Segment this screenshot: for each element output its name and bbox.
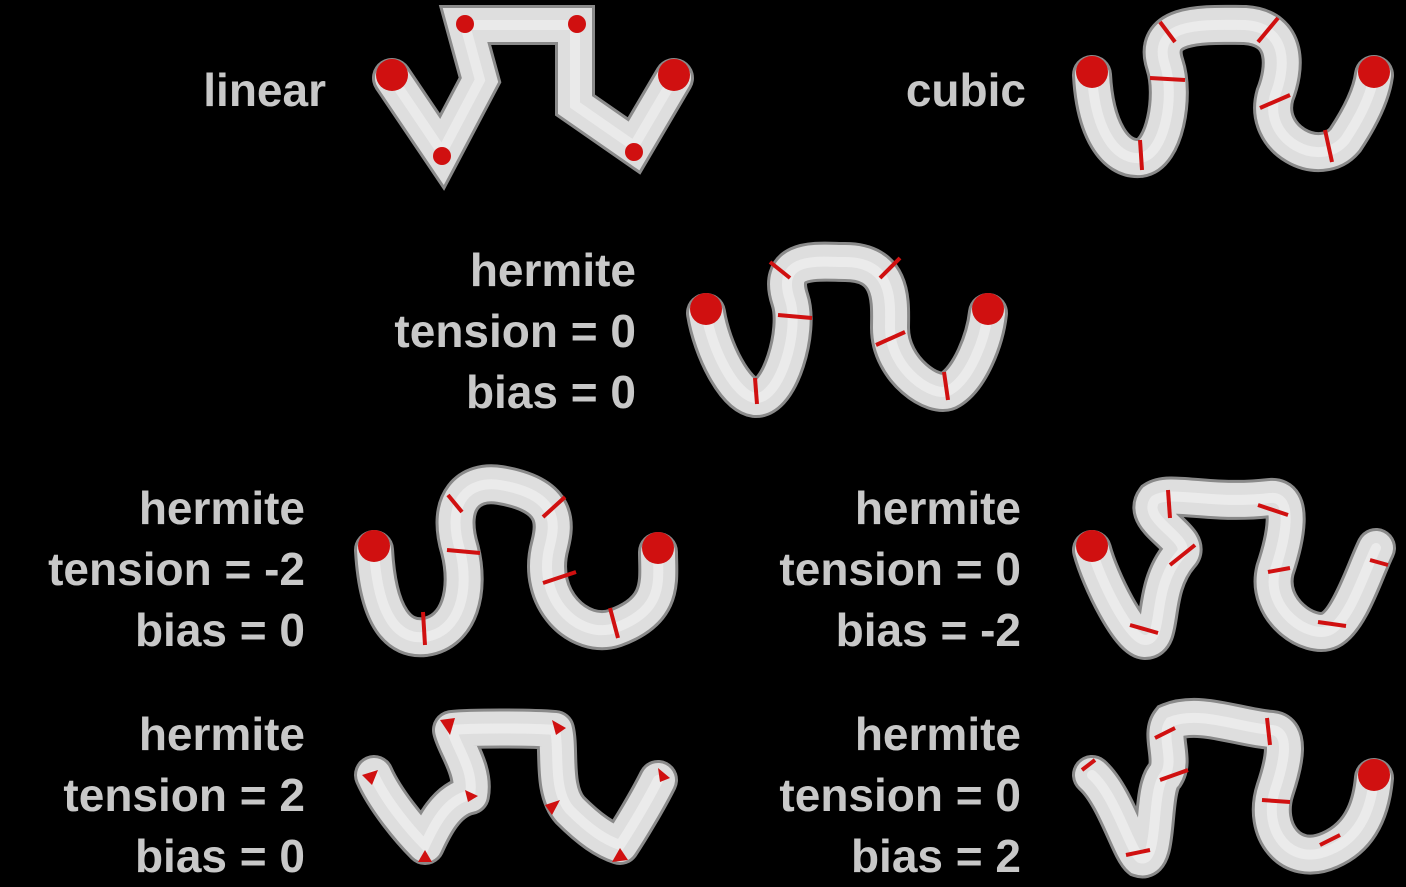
marker (642, 532, 674, 564)
label-line: bias = 2 (850, 830, 1021, 882)
marker (465, 790, 478, 802)
tube-linear (372, 4, 694, 191)
marker (1138, 139, 1144, 171)
marker (1257, 503, 1289, 517)
marker (1168, 543, 1197, 567)
marker (768, 260, 792, 280)
label-line: cubic (905, 64, 1026, 116)
tube-hermite-tm2-b0 (354, 464, 679, 658)
label-line: bias = 0 (134, 604, 305, 656)
label-hermite-t2-b0: hermite tension = 2 bias = 0 (0, 704, 305, 887)
label-line: tension = 0 (779, 769, 1021, 821)
tube-hermite-t0-bm2 (1072, 476, 1396, 661)
label-line: bias = -2 (835, 604, 1021, 656)
marker (456, 15, 474, 33)
label-line: tension = 0 (779, 543, 1021, 595)
marker (362, 770, 378, 785)
marker (777, 313, 813, 320)
marker (433, 147, 451, 165)
marker (690, 293, 722, 325)
marker (1267, 566, 1291, 574)
label-cubic: cubic (850, 60, 1026, 121)
marker (625, 143, 643, 161)
marker (1259, 93, 1291, 110)
label-line: hermite (469, 244, 636, 296)
marker (1319, 833, 1341, 847)
label-hermite-t0-bm2: hermite tension = 0 bias = -2 (700, 478, 1021, 661)
label-hermite-tm2-b0: hermite tension = -2 bias = 0 (0, 478, 305, 661)
marker (1317, 620, 1347, 628)
marker (568, 15, 586, 33)
label-line: hermite (854, 482, 1021, 534)
tube-hermite-t2-b0 (354, 708, 678, 865)
marker (541, 495, 567, 519)
label-line: hermite (138, 482, 305, 534)
tube-hermite-t0-b2 (1072, 697, 1394, 879)
marker (421, 611, 427, 646)
marker (878, 256, 902, 280)
marker (446, 493, 464, 514)
marker (1358, 56, 1390, 88)
marker (1323, 129, 1334, 163)
tube-hermite-t0-b0 (686, 241, 1008, 418)
marker (545, 800, 560, 815)
marker (552, 720, 566, 735)
label-line: linear (203, 64, 326, 116)
marker (1369, 558, 1389, 567)
marker (1159, 768, 1189, 782)
marker (1261, 798, 1291, 804)
marker (942, 371, 950, 401)
marker (446, 548, 481, 555)
marker (1265, 717, 1272, 746)
marker (1154, 726, 1176, 740)
marker (608, 607, 620, 639)
marker (358, 530, 390, 562)
label-line: tension = 2 (63, 769, 305, 821)
marker (972, 293, 1004, 325)
tube-cubic (1072, 4, 1394, 178)
marker (658, 59, 690, 91)
marker (612, 848, 628, 862)
label-line: tension = -2 (48, 543, 305, 595)
marker (1358, 759, 1390, 791)
marker (376, 59, 408, 91)
marker (418, 850, 432, 862)
label-line: hermite (854, 708, 1021, 760)
marker (1149, 76, 1186, 82)
label-line: tension = 0 (394, 305, 636, 357)
label-linear: linear (150, 60, 326, 121)
marker (1080, 758, 1097, 772)
marker (753, 377, 759, 405)
marker (1125, 848, 1151, 857)
marker (875, 330, 906, 347)
marker (1158, 20, 1177, 44)
marker (1129, 623, 1159, 635)
marker (542, 570, 577, 585)
label-hermite-t0-b2: hermite tension = 0 bias = 2 (700, 704, 1021, 887)
marker (1166, 489, 1172, 519)
marker (1076, 56, 1108, 88)
marker (1256, 16, 1280, 44)
marker (1076, 530, 1108, 562)
label-hermite-t0-b0: hermite tension = 0 bias = 0 (320, 240, 636, 423)
label-line: hermite (138, 708, 305, 760)
label-line: bias = 0 (465, 366, 636, 418)
label-line: bias = 0 (134, 830, 305, 882)
marker (658, 768, 670, 782)
marker (440, 718, 455, 735)
